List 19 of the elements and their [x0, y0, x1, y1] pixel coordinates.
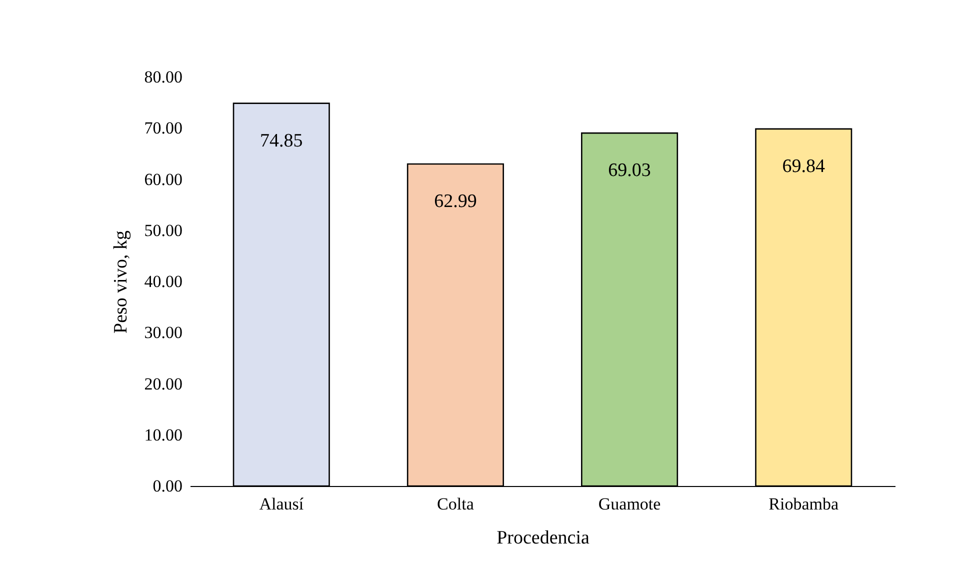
y-tick-label: 60.00 — [144, 170, 182, 189]
x-tick-label: Colta — [437, 494, 474, 514]
data-label: 69.84 — [782, 156, 826, 177]
x-tick-label: Guamote — [598, 494, 661, 514]
y-tick-label: 30.00 — [144, 323, 182, 342]
data-label: 62.99 — [434, 190, 477, 212]
y-tick-label: 70.00 — [144, 118, 182, 138]
y-tick-label: 50.00 — [144, 220, 182, 240]
x-axis-title: Procedencia — [496, 528, 590, 548]
data-label: 69.03 — [608, 160, 651, 182]
y-axis-title: Peso vivo, kg — [110, 230, 132, 334]
y-tick-label: 20.00 — [144, 374, 182, 394]
y-tick-label: 0.00 — [152, 476, 182, 496]
y-tick-label: 40.00 — [144, 272, 182, 291]
y-tick-label: 80.00 — [144, 68, 182, 86]
y-tick-label: 10.00 — [144, 425, 182, 444]
x-tick-label: Riobamba — [768, 494, 839, 514]
x-tick-label: Alausí — [259, 494, 304, 514]
data-label: 74.85 — [260, 130, 303, 152]
